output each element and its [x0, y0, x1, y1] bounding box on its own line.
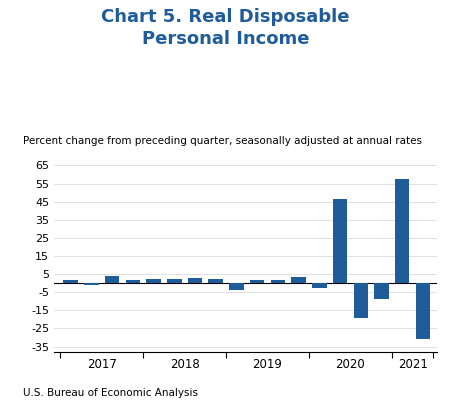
Bar: [229, 283, 244, 290]
Bar: [146, 279, 161, 283]
Bar: [188, 278, 202, 283]
Text: Chart 5. Real Disposable
Personal Income: Chart 5. Real Disposable Personal Income: [101, 8, 350, 48]
Bar: [250, 280, 264, 283]
Bar: [312, 283, 327, 288]
Text: 2021: 2021: [398, 358, 428, 371]
Bar: [291, 277, 306, 283]
Bar: [84, 283, 99, 285]
Bar: [64, 280, 78, 283]
Bar: [167, 279, 182, 283]
Bar: [416, 283, 430, 339]
Bar: [354, 283, 368, 318]
Text: U.S. Bureau of Economic Analysis: U.S. Bureau of Economic Analysis: [23, 388, 198, 398]
Text: 2018: 2018: [170, 358, 199, 371]
Text: 2020: 2020: [336, 358, 365, 371]
Bar: [271, 280, 285, 283]
Text: 2019: 2019: [253, 358, 282, 371]
Text: Percent change from preceding quarter, seasonally adjusted at annual rates: Percent change from preceding quarter, s…: [23, 136, 422, 146]
Bar: [208, 279, 223, 283]
Bar: [395, 179, 410, 283]
Text: 2017: 2017: [87, 358, 117, 371]
Bar: [105, 276, 120, 283]
Bar: [333, 199, 347, 283]
Bar: [374, 283, 389, 298]
Bar: [126, 280, 140, 283]
